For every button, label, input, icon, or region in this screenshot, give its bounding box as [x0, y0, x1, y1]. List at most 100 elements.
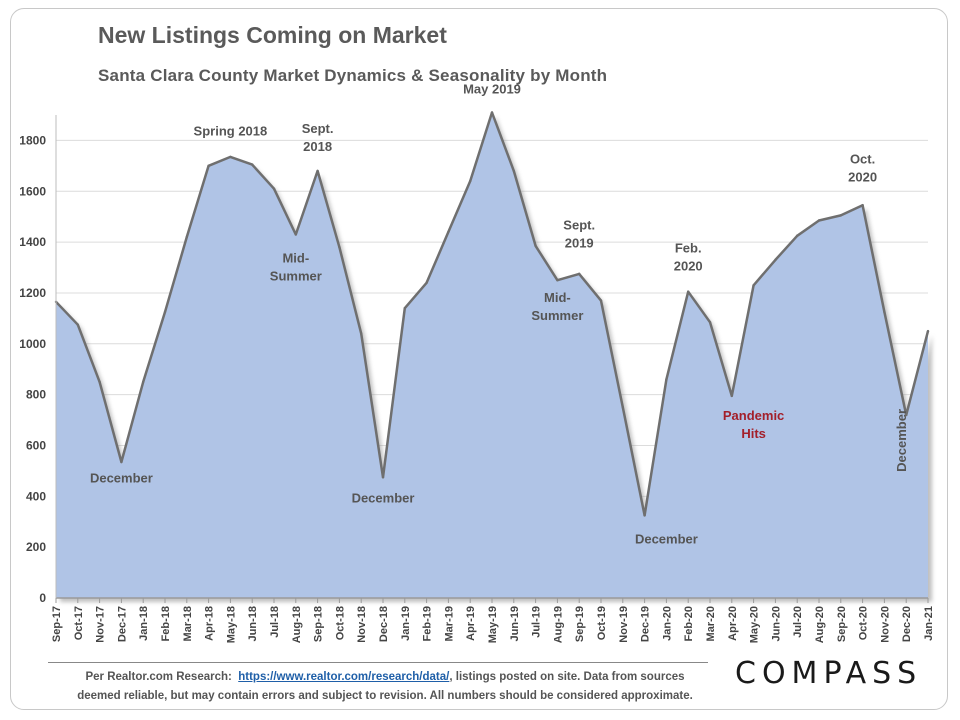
x-tick-label: Jan-21 [923, 606, 935, 641]
compass-logo: COMPASS [735, 656, 923, 691]
y-tick-label: 1600 [19, 184, 46, 198]
chart-title: New Listings Coming on Market [98, 22, 447, 48]
annotation-label: Oct. 2020 [848, 151, 877, 184]
annotation-label: December [635, 531, 698, 546]
data-point [926, 329, 930, 333]
x-tick-label: May-20 [749, 606, 761, 643]
x-tick-label: Jan-18 [138, 606, 150, 641]
x-tick-label: Mar-20 [705, 606, 717, 641]
x-tick-label: Apr-18 [204, 606, 216, 641]
data-point [338, 245, 341, 249]
x-tick-label: Oct-19 [596, 606, 608, 640]
footnote-prefix: Per Realtor.com Research: [85, 671, 232, 683]
x-tick-label: Jul-19 [531, 606, 543, 638]
annotation-label: December [90, 470, 153, 485]
x-tick-label: Jun-19 [509, 606, 521, 641]
x-tick-label: May-18 [225, 606, 237, 643]
x-tick-label: Oct-20 [858, 606, 870, 640]
data-point [512, 169, 515, 173]
data-point [294, 233, 297, 236]
data-point [861, 204, 864, 207]
annotation-label: Feb. 2020 [674, 240, 703, 273]
y-tick-label: 1200 [19, 286, 46, 300]
annotation-label: December [894, 409, 909, 472]
data-point [142, 380, 145, 384]
x-tick-label: Nov-19 [618, 606, 630, 643]
annotation-label: Sept. 2019 [563, 217, 595, 250]
x-tick-label: Nov-18 [356, 606, 368, 643]
data-point [272, 187, 276, 190]
x-tick-label: Nov-20 [879, 606, 891, 643]
y-axis: 0 200 400 600 800 1000 1200 1400 1600 1800 [19, 115, 57, 605]
x-tick-label: Mar-18 [182, 606, 194, 641]
data-point [207, 164, 210, 168]
annotations: Spring 2018 Sept. 2018 Mid-Summer December Ma… [90, 81, 909, 546]
data-point [490, 111, 494, 114]
footnote-line2: deemed reliable, but may contain errors … [77, 690, 693, 702]
x-tick-label: Mar-19 [443, 606, 455, 641]
x-tick-label: Jan-19 [400, 606, 412, 641]
x-tick-label: Sep-20 [836, 606, 848, 642]
x-tick-label: Jun-18 [247, 606, 259, 641]
data-point [556, 279, 559, 282]
series-area [54, 111, 932, 602]
source-link[interactable]: https://www.realtor.com/research/data/ [238, 671, 450, 683]
x-tick-label: Aug-18 [291, 606, 303, 643]
x-axis: Sep-17 Oct-17 Nov-17 Dec-17 Jan-18 Feb-18 Mar-… [51, 598, 935, 643]
x-tick-label: Dec-17 [116, 606, 128, 642]
x-tick-label: Apr-20 [727, 606, 739, 641]
x-tick-label: Jul-20 [792, 606, 804, 638]
x-tick-label: Jan-20 [661, 606, 673, 641]
x-tick-label: Feb-18 [160, 606, 172, 641]
x-tick-label: Aug-20 [814, 606, 826, 643]
x-tick-label: Nov-17 [95, 606, 107, 643]
data-point [708, 320, 712, 324]
x-tick-label: Oct-17 [73, 606, 85, 640]
annotation-label: Spring 2018 [194, 123, 268, 138]
data-point [817, 219, 821, 222]
x-tick-label: Feb-19 [422, 606, 434, 641]
y-tick-label: 0 [39, 591, 46, 605]
x-tick-label: Sep-17 [51, 606, 63, 642]
x-tick-label: Dec-20 [901, 606, 913, 642]
annotation-label: Sept. 2018 [302, 121, 334, 154]
chart-subtitle: Santa Clara County Market Dynamics & Sea… [98, 66, 608, 85]
data-point [687, 290, 690, 293]
data-point [98, 380, 101, 384]
annotation-label: May 2019 [463, 81, 521, 96]
data-point [599, 299, 603, 302]
x-tick-label: Oct-18 [334, 606, 346, 640]
x-tick-label: May-19 [487, 606, 499, 643]
data-point [425, 281, 428, 284]
annotation-label: Pandemic Hits [723, 408, 784, 441]
data-point [752, 284, 755, 287]
data-point [730, 394, 733, 398]
data-point [839, 214, 842, 217]
data-point [447, 230, 450, 234]
data-point [163, 310, 167, 314]
data-point [578, 272, 581, 276]
x-tick-label: Dec-18 [378, 606, 390, 642]
y-tick-label: 1400 [19, 235, 46, 249]
data-point [774, 258, 777, 262]
footer-divider [48, 662, 708, 663]
x-tick-label: Apr-19 [465, 606, 477, 641]
y-tick-label: 600 [26, 438, 46, 452]
annotation-label: December [352, 491, 415, 506]
x-tick-label: Jul-18 [269, 606, 281, 638]
data-point [403, 307, 406, 310]
data-point [229, 155, 232, 159]
area-fill [56, 112, 928, 598]
data-point [905, 413, 908, 417]
data-point [120, 460, 123, 464]
data-point [796, 234, 799, 237]
data-point [534, 244, 537, 248]
annotation-label: Mid-Summer [531, 290, 583, 323]
data-point [381, 476, 385, 479]
footnote-suffix: , listings posted on site. Data from sou… [449, 671, 685, 683]
x-tick-label: Feb-20 [683, 606, 695, 641]
y-tick-label: 1000 [19, 337, 46, 351]
data-point [643, 514, 646, 517]
data-point [665, 378, 668, 381]
data-point [469, 179, 472, 183]
